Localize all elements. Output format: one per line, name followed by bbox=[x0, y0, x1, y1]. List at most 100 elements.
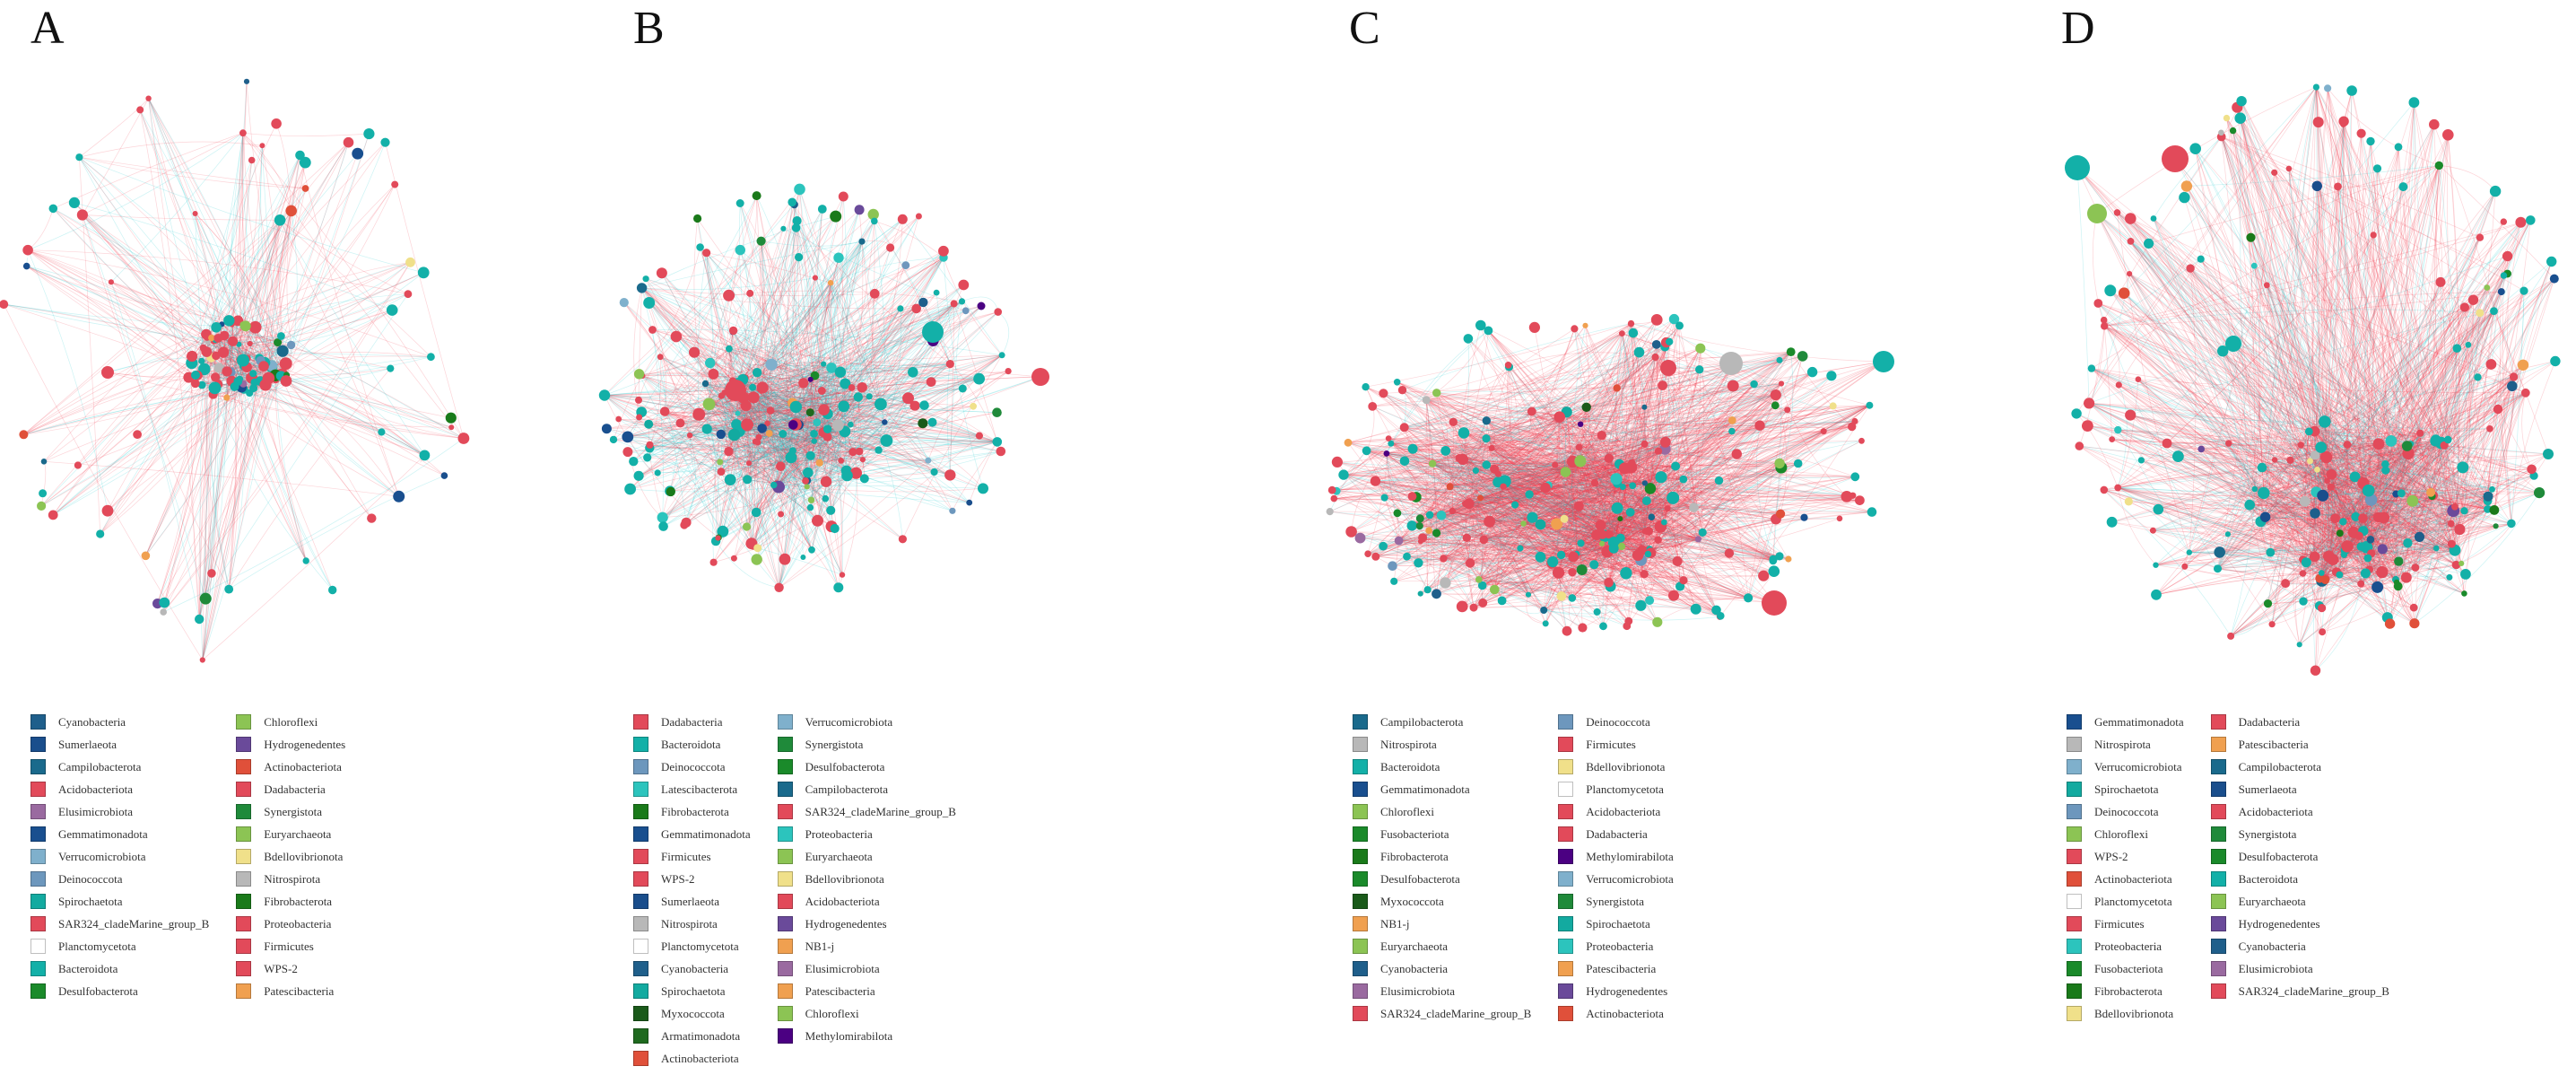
edge bbox=[1420, 478, 1617, 594]
edge bbox=[1388, 438, 1582, 571]
edge bbox=[1426, 399, 1603, 545]
edge bbox=[1665, 383, 1782, 443]
edge bbox=[1463, 433, 1597, 536]
edge bbox=[1630, 511, 1873, 515]
edge bbox=[1406, 547, 1614, 557]
edge bbox=[110, 281, 278, 343]
edge bbox=[1581, 508, 1668, 571]
network-node bbox=[849, 467, 862, 479]
edge bbox=[662, 397, 858, 519]
edge bbox=[263, 210, 292, 367]
edge bbox=[1492, 405, 1870, 449]
edge bbox=[1665, 449, 1860, 501]
edge bbox=[1422, 460, 1581, 538]
network-node bbox=[22, 244, 33, 256]
legend-item: Acidobacteriota bbox=[30, 778, 209, 800]
edge bbox=[1481, 486, 1504, 603]
edge bbox=[243, 160, 253, 326]
edge bbox=[198, 337, 219, 620]
edge bbox=[1347, 356, 1656, 443]
edge bbox=[1383, 393, 1484, 540]
edge bbox=[139, 109, 240, 380]
edge bbox=[1606, 551, 1749, 599]
edge bbox=[641, 287, 866, 479]
edge bbox=[1631, 323, 1667, 442]
edge bbox=[720, 364, 772, 435]
edge bbox=[1480, 497, 1658, 623]
edge bbox=[110, 282, 200, 620]
edge bbox=[1719, 480, 1774, 560]
network-node bbox=[833, 582, 844, 593]
edge bbox=[1491, 385, 1734, 449]
edge bbox=[844, 363, 951, 433]
edge bbox=[253, 142, 349, 389]
edge bbox=[1594, 424, 1761, 484]
edge bbox=[23, 374, 196, 435]
edge bbox=[1412, 495, 1597, 536]
edge bbox=[213, 394, 452, 428]
edge bbox=[627, 204, 795, 438]
legend-swatch bbox=[30, 916, 46, 931]
edge bbox=[202, 358, 260, 660]
edge bbox=[850, 354, 1003, 425]
edge bbox=[689, 221, 875, 436]
edge bbox=[1469, 468, 1495, 564]
edge bbox=[649, 375, 815, 449]
network-node bbox=[141, 551, 151, 561]
edge bbox=[604, 395, 754, 547]
edge bbox=[689, 434, 757, 513]
network-node bbox=[643, 453, 652, 462]
edge bbox=[1593, 483, 1618, 565]
network-node bbox=[725, 380, 746, 401]
edge bbox=[762, 310, 966, 389]
legend-swatch bbox=[30, 961, 46, 976]
edge bbox=[27, 208, 54, 250]
edge bbox=[1371, 406, 1553, 563]
network-c bbox=[1326, 313, 1894, 636]
edge bbox=[1452, 511, 1631, 516]
edge bbox=[1449, 485, 1661, 528]
edge bbox=[1478, 579, 1775, 604]
edge bbox=[1426, 356, 1656, 401]
edge bbox=[1394, 504, 1516, 582]
edge bbox=[735, 382, 804, 425]
edge bbox=[810, 450, 879, 460]
edge bbox=[1482, 549, 1642, 586]
edge bbox=[734, 486, 807, 559]
edge bbox=[26, 266, 212, 338]
edge bbox=[1492, 448, 1648, 502]
edge bbox=[1622, 333, 1824, 432]
edge bbox=[728, 348, 792, 458]
network-node bbox=[201, 346, 213, 357]
edge bbox=[1402, 389, 1597, 536]
edge bbox=[1504, 325, 1680, 482]
legend-label: Elusimicrobiota bbox=[58, 804, 134, 818]
edge bbox=[1630, 375, 1832, 513]
edge bbox=[1445, 421, 1856, 451]
edge bbox=[1646, 500, 1749, 599]
edge bbox=[709, 404, 813, 550]
edge bbox=[804, 433, 814, 550]
network-node bbox=[622, 447, 633, 458]
edge bbox=[1485, 420, 1502, 601]
edge bbox=[1608, 383, 1754, 583]
edge bbox=[784, 436, 828, 560]
edge bbox=[1532, 467, 1781, 519]
network-node bbox=[927, 417, 937, 427]
edge bbox=[761, 221, 875, 429]
network-node bbox=[718, 392, 725, 399]
edge bbox=[1475, 434, 1602, 471]
legend-label: Campilobacterota bbox=[805, 782, 889, 796]
network-node bbox=[656, 267, 667, 279]
edge bbox=[1608, 333, 1623, 535]
edge bbox=[1489, 521, 1529, 595]
edge bbox=[1329, 450, 1367, 512]
edge bbox=[761, 240, 796, 425]
edge bbox=[107, 355, 216, 373]
edge bbox=[810, 443, 879, 457]
network-node bbox=[751, 554, 762, 565]
edge bbox=[706, 252, 760, 438]
network-node bbox=[728, 326, 738, 336]
edge bbox=[1580, 460, 1611, 587]
edge bbox=[1404, 426, 1648, 502]
